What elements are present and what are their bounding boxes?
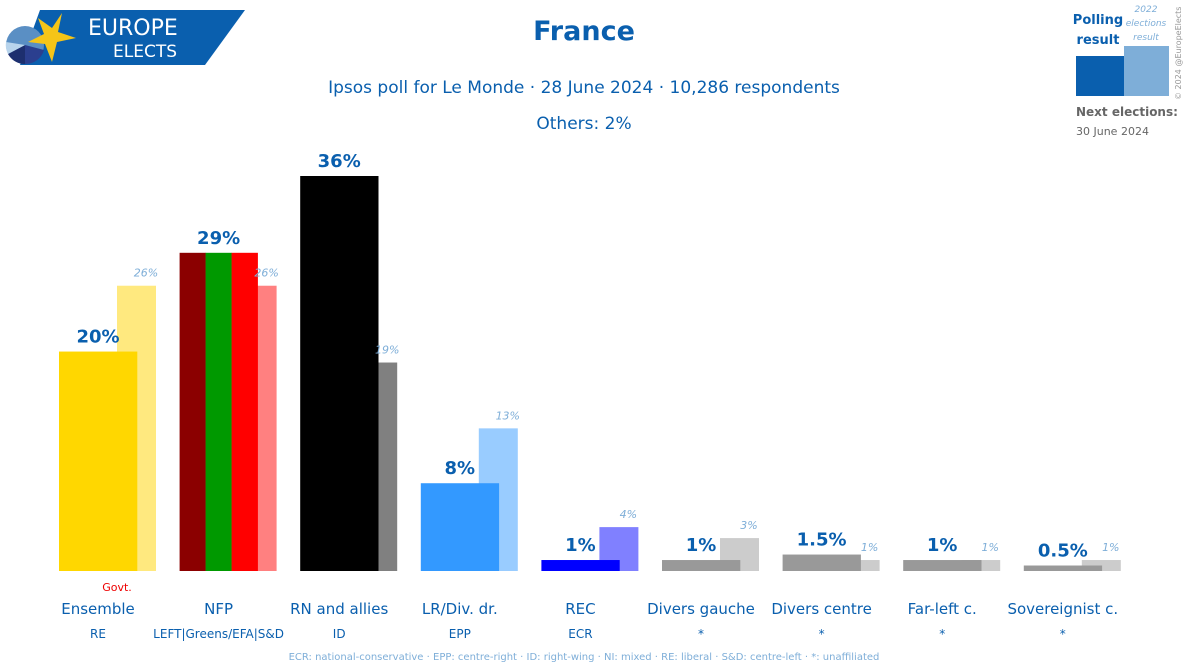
chart-subtitle: Ipsos poll for Le Monde · 28 June 2024 ·…	[328, 78, 840, 98]
poll-value-label: 1.5%	[797, 530, 847, 551]
chart-title: France	[533, 16, 635, 47]
prev-value-label: 19%	[375, 344, 399, 357]
poll-value-label: 8%	[445, 458, 476, 479]
poll-bar	[782, 554, 861, 571]
bars: 20% 26% Ensemble RE Govt. 29% 26% NFP LEFT|Green…	[59, 151, 1121, 641]
legend-prev-line1: 2022	[1135, 5, 1158, 15]
poll-bar	[231, 252, 258, 572]
party-group: EPP	[449, 627, 471, 641]
europe-elects-logo: EUROPE ELECTS	[5, 10, 245, 65]
party-name: Ensemble	[61, 600, 135, 618]
party-name: REC	[565, 600, 595, 618]
poll-value-label: 1%	[565, 535, 596, 556]
govt-label: Govt.	[102, 581, 132, 594]
legend-poll-line1: Polling	[1073, 13, 1123, 28]
next-elections-date: 30 June 2024	[1076, 125, 1149, 138]
poll-bar	[1023, 565, 1103, 571]
prev-value-label: 3%	[740, 519, 757, 532]
prev-value-label: 1%	[861, 541, 878, 554]
copyright: © 2024 @EuropeElects	[1174, 7, 1183, 100]
poll-value-label: 36%	[318, 151, 361, 172]
party-name: Far-left c.	[908, 600, 977, 618]
prev-value-label: 26%	[254, 267, 278, 280]
party-group: ECR	[568, 627, 592, 641]
poll-value-label: 1%	[686, 535, 717, 556]
poll-bar	[205, 252, 232, 572]
poll-bar	[662, 560, 741, 571]
poll-bar	[179, 252, 206, 572]
others-label: Others: 2%	[536, 114, 631, 134]
footnote: ECR: national-conservative · EPP: centre…	[289, 652, 880, 663]
party-group: *	[819, 627, 825, 641]
logo-line1: EUROPE	[88, 16, 178, 41]
legend-prev-line3: result	[1133, 33, 1159, 43]
poll-bar	[420, 483, 500, 571]
party-name: NFP	[204, 600, 233, 618]
prev-value-label: 13%	[496, 409, 520, 422]
party-group: RE	[90, 627, 106, 641]
poll-value-label: 1%	[927, 535, 958, 556]
prev-value-label: 26%	[134, 267, 158, 280]
legend-prev-line2: elections	[1126, 19, 1167, 29]
poll-bar	[541, 560, 620, 571]
poll-value-label: 20%	[76, 327, 119, 348]
legend-poll-swatch	[1076, 56, 1126, 96]
legend: Polling result 2022 elections result Nex…	[1073, 5, 1183, 138]
legend-poll-line2: result	[1077, 33, 1120, 48]
party-group: LEFT|Greens/EFA|S&D	[153, 627, 284, 641]
next-elections-label: Next elections:	[1076, 105, 1178, 119]
poll-value-label: 0.5%	[1038, 541, 1088, 562]
poll-value-label: 29%	[197, 228, 240, 249]
party-group: *	[939, 627, 945, 641]
poll-bar	[59, 351, 138, 571]
prev-value-label: 1%	[1102, 541, 1119, 554]
party-group: ID	[333, 627, 346, 641]
party-group: *	[698, 627, 704, 641]
poll-bar	[300, 176, 379, 571]
prev-value-label: 4%	[620, 508, 637, 521]
party-name: RN and allies	[290, 600, 388, 618]
party-name: LR/Div. dr.	[422, 600, 498, 618]
legend-prev-swatch	[1124, 46, 1169, 96]
party-name: Divers gauche	[647, 600, 755, 618]
party-name: Divers centre	[771, 600, 872, 618]
logo-line2: ELECTS	[113, 42, 177, 62]
party-group: *	[1060, 627, 1066, 641]
party-name: Sovereignist c.	[1007, 600, 1118, 618]
prev-value-label: 1%	[981, 541, 998, 554]
poll-bar	[903, 560, 982, 571]
